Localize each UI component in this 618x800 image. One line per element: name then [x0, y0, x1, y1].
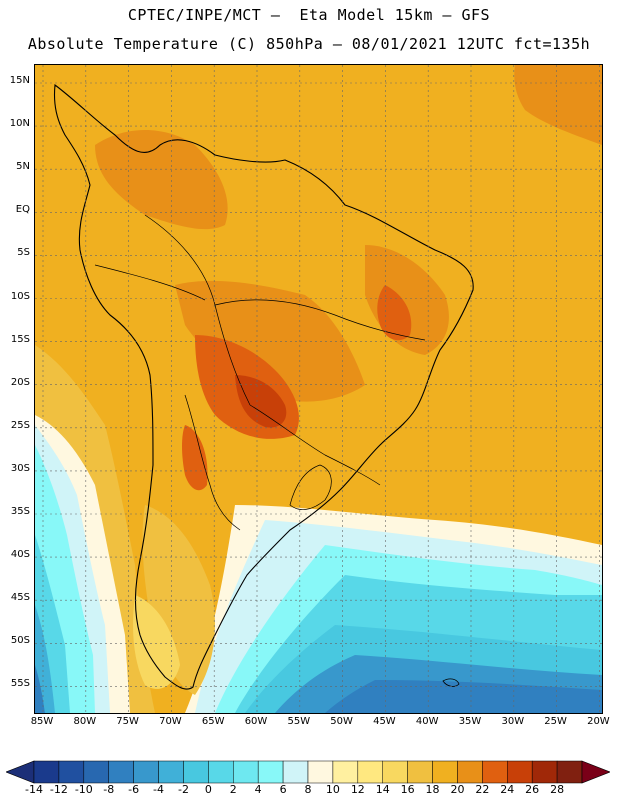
colorbar-swatch: [407, 760, 433, 784]
temp-field-24-26: [235, 375, 287, 428]
colorbar-tick-label: -2: [177, 783, 189, 796]
country-border-3: [214, 299, 426, 341]
colorbar-swatch: [208, 760, 234, 784]
lat-label: 40S: [10, 549, 30, 561]
colorbar-swatch: [108, 760, 134, 784]
lat-label: 10N: [9, 118, 30, 130]
temp-field-minus6-minus4-south: [325, 680, 602, 713]
lon-label: 45W: [373, 716, 396, 727]
colorbar-swatch: [257, 760, 284, 784]
temp-field-patagonia-south: [133, 595, 180, 689]
colorbar-tick-label: 18: [425, 783, 440, 796]
colorbar-tick-label: 8: [304, 783, 312, 796]
lon-label: 80W: [73, 716, 97, 727]
colorbar-tick-label: 10: [325, 783, 340, 796]
lat-label: 25S: [10, 419, 30, 431]
colorbar-swatch: [531, 760, 558, 784]
lat-label: 35S: [10, 506, 30, 517]
colorbar-swatch: [457, 760, 483, 784]
falklands-outline: [442, 678, 460, 687]
map-frame: [34, 64, 603, 714]
lat-label: 5S: [17, 247, 30, 259]
lat-label: EQ: [15, 204, 30, 216]
colorbar-swatch: [83, 760, 109, 784]
lat-label: 50S: [10, 635, 30, 647]
colorbar-tick-label: 28: [550, 783, 565, 796]
colorbar-swatch: [332, 760, 359, 784]
lat-label: 45S: [10, 592, 30, 604]
colorbar-swatch: [556, 760, 583, 784]
colorbar-tick-label: 6: [279, 783, 287, 796]
colorbar-tick-label: 14: [375, 783, 390, 796]
temp-field-22-24-argentina: [182, 425, 208, 491]
lon-label: 75W: [116, 716, 139, 727]
temp-field-20-22-nw: [95, 130, 228, 230]
colorbar-tick-label: -8: [103, 783, 115, 796]
colorbar-swatch: [482, 760, 508, 784]
colorbar-swatch: [507, 760, 533, 784]
lon-label: 85W: [30, 716, 54, 727]
colorbar-swatch: [432, 760, 458, 784]
grid-lines: [35, 65, 602, 713]
country-border-5: [184, 394, 241, 531]
colorbar-tick-label: 26: [525, 783, 540, 796]
temp-field-20-22-interior: [175, 280, 365, 402]
lon-label: 25W: [544, 716, 567, 727]
uruguay-outline: [289, 464, 332, 510]
colorbar-low-arrow: [6, 760, 35, 784]
colorbar-tick-label: 4: [254, 783, 262, 796]
country-border-4: [249, 404, 381, 486]
lat-label: 5N: [16, 161, 30, 173]
colorbar-swatch: [307, 760, 334, 784]
colorbar-swatch: [233, 760, 259, 784]
colorbar-swatch: [33, 760, 60, 784]
colorbar-swatch: [282, 760, 309, 784]
colorbar-tick-label: 0: [204, 783, 212, 796]
colorbar-tick-label: -14: [25, 783, 43, 796]
lat-label: 55S: [10, 678, 30, 690]
colorbar-tick-label: -6: [128, 783, 140, 796]
colorbar-tick-label: 2: [229, 783, 237, 796]
lat-label: 20S: [10, 376, 30, 388]
colorbar-tick-label: 24: [500, 783, 515, 796]
colorbar-swatch: [183, 760, 209, 784]
colorbar-tick-label: 20: [450, 783, 465, 796]
lon-label: 65W: [201, 716, 225, 727]
colorbar-tick-label: 22: [475, 783, 490, 796]
lat-label: 10S: [10, 290, 30, 302]
temp-field-20-22-ne: [514, 65, 602, 145]
country-border-2: [94, 264, 206, 301]
colorbar-tick-label: -4: [153, 783, 165, 796]
colorbar-swatch: [133, 760, 159, 784]
colorbar-tick-label: -12: [49, 783, 68, 796]
colorbar-swatch: [357, 760, 383, 784]
temperature-map: [35, 65, 602, 713]
lat-label: 15S: [10, 333, 30, 345]
lon-label: 55W: [287, 716, 311, 727]
colorbar: [6, 760, 610, 784]
colorbar-tick-label: -10: [74, 783, 93, 796]
colorbar-tick-label: 12: [350, 783, 365, 796]
lon-label: 50W: [330, 716, 353, 727]
lon-label: 40W: [415, 716, 439, 727]
lon-label: 70W: [159, 716, 182, 727]
colorbar-high-arrow: [581, 760, 610, 784]
chart-title-line2: Absolute Temperature (C) 850hPa – 08/01/…: [27, 35, 591, 53]
colorbar-swatch: [58, 760, 85, 784]
lon-label: 30W: [501, 716, 525, 727]
colorbar-swatch: [382, 760, 408, 784]
temp-field-22-24-ne-brazil: [377, 285, 412, 341]
colorbar-tick-label: 16: [400, 783, 415, 796]
temp-field-minus6-minus4: [35, 665, 45, 713]
lat-label: 30S: [10, 462, 30, 474]
lat-label: 15N: [9, 75, 30, 86]
chart-title-line1: CPTEC/INPE/MCT – Eta Model 15km – GFS: [127, 6, 491, 24]
lon-label: 35W: [458, 716, 482, 727]
colorbar-swatch: [158, 760, 184, 784]
lon-label: 60W: [244, 716, 268, 727]
lon-label: 20W: [587, 716, 610, 727]
